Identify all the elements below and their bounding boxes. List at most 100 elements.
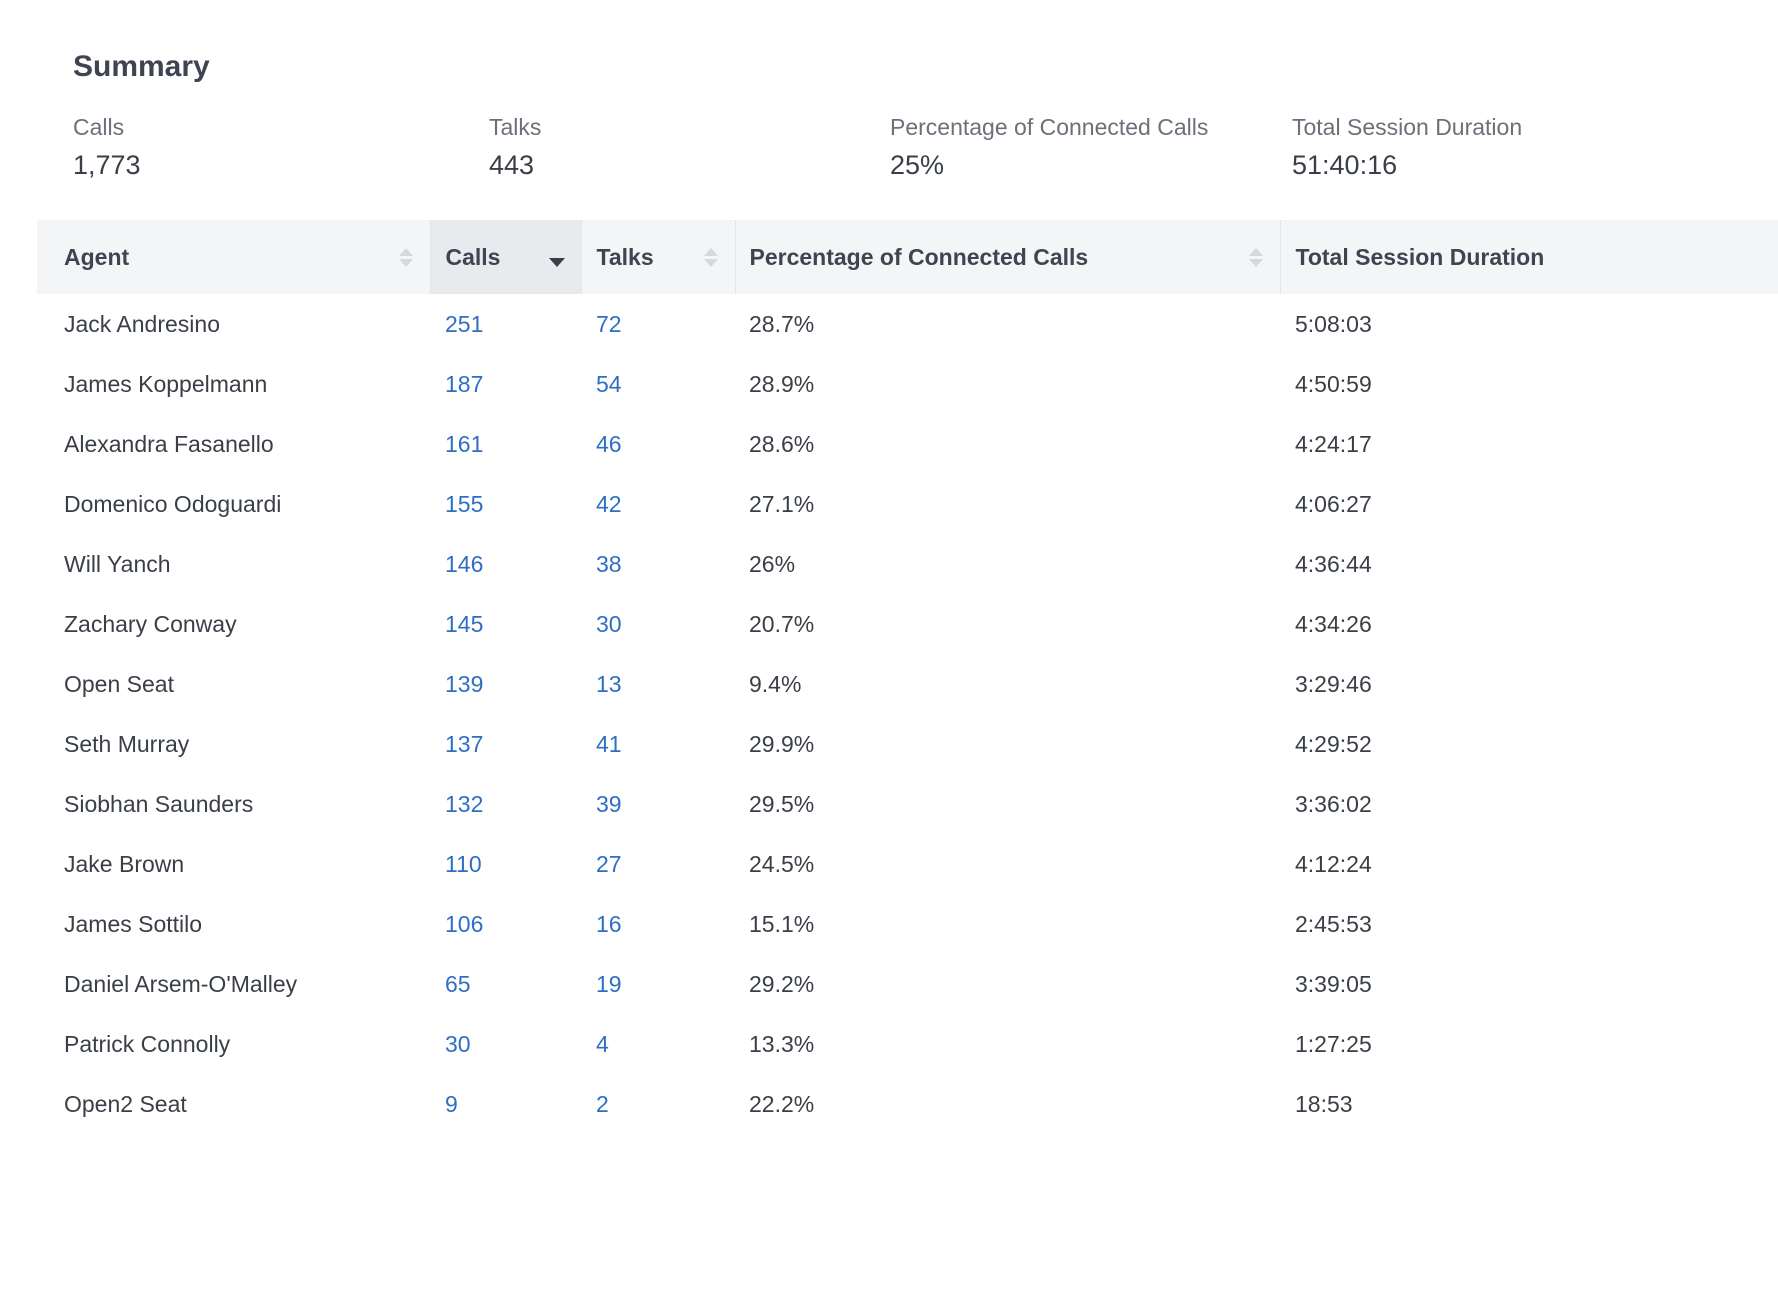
agent-name-cell: Zachary Conway <box>64 610 237 637</box>
talks-link[interactable]: 16 <box>596 910 622 937</box>
connected-pct-cell: 26% <box>749 550 796 577</box>
session-duration-cell: 4:34:26 <box>1295 610 1372 637</box>
connected-pct-cell: 13.3% <box>749 1030 815 1057</box>
session-duration-cell: 1:27:25 <box>1295 1030 1372 1057</box>
summary-title: Summary <box>73 50 210 83</box>
connected-pct-cell: 29.5% <box>749 790 815 817</box>
column-header-calls-label: Calls <box>445 243 501 270</box>
column-header-session-duration[interactable]: Total Session Duration <box>1280 220 1778 294</box>
column-header-connected-pct[interactable]: Percentage of Connected Calls <box>735 220 1281 294</box>
sort-icon[interactable] <box>398 245 414 269</box>
connected-pct-cell: 28.7% <box>749 310 815 337</box>
agent-name-cell: Open2 Seat <box>64 1090 187 1117</box>
calls-link[interactable]: 30 <box>445 1030 471 1057</box>
sort-icon[interactable] <box>703 245 719 269</box>
connected-pct-cell: 29.2% <box>749 970 815 997</box>
column-header-agent[interactable]: Agent <box>37 220 431 294</box>
session-duration-cell: 4:36:44 <box>1295 550 1372 577</box>
calls-link[interactable]: 132 <box>445 790 484 817</box>
calls-link[interactable]: 161 <box>445 430 484 457</box>
agent-name-cell: Jake Brown <box>64 850 185 877</box>
stat-talks-label: Talks <box>489 114 542 140</box>
stat-calls: Calls 1,773 <box>73 113 141 181</box>
stat-connected-pct-label: Percentage of Connected Calls <box>890 114 1209 140</box>
table-row: James Koppelmann 187 54 28.9% 4:50:59 <box>37 354 1778 414</box>
column-header-agent-label: Agent <box>64 243 130 270</box>
calls-link[interactable]: 145 <box>445 610 484 637</box>
column-header-session-duration-label: Total Session Duration <box>1295 243 1545 270</box>
talks-link[interactable]: 19 <box>596 970 622 997</box>
table-row: Seth Murray 137 41 29.9% 4:29:52 <box>37 714 1778 774</box>
agent-name-cell: Patrick Connolly <box>64 1030 231 1057</box>
talks-link[interactable]: 13 <box>596 670 622 697</box>
calls-link[interactable]: 251 <box>445 310 484 337</box>
stat-calls-label: Calls <box>73 114 125 140</box>
talks-link[interactable]: 41 <box>596 730 622 757</box>
talks-link[interactable]: 39 <box>596 790 622 817</box>
table-row: James Sottilo 106 16 15.1% 2:45:53 <box>37 894 1778 954</box>
talks-link[interactable]: 4 <box>596 1030 609 1057</box>
calls-link[interactable]: 137 <box>445 730 484 757</box>
agent-name-cell: Will Yanch <box>64 550 171 577</box>
column-header-talks[interactable]: Talks <box>581 220 736 294</box>
calls-link[interactable]: 65 <box>445 970 471 997</box>
talks-link[interactable]: 38 <box>596 550 622 577</box>
table-row: Patrick Connolly 30 4 13.3% 1:27:25 <box>37 1014 1778 1074</box>
sort-descending-icon[interactable] <box>548 245 565 269</box>
stat-session-duration: Total Session Duration 51:40:16 <box>1292 113 1522 181</box>
session-duration-cell: 3:36:02 <box>1295 790 1372 817</box>
agent-name-cell: Siobhan Saunders <box>64 790 254 817</box>
stat-session-duration-value: 51:40:16 <box>1292 150 1398 180</box>
table-row: Open Seat 139 13 9.4% 3:29:46 <box>37 654 1778 714</box>
table-row: Alexandra Fasanello 161 46 28.6% 4:24:17 <box>37 414 1778 474</box>
talks-link[interactable]: 30 <box>596 610 622 637</box>
connected-pct-cell: 9.4% <box>749 670 802 697</box>
stat-calls-value: 1,773 <box>73 150 141 180</box>
agent-name-cell: Open Seat <box>64 670 174 697</box>
talks-link[interactable]: 42 <box>596 490 622 517</box>
connected-pct-cell: 27.1% <box>749 490 815 517</box>
talks-link[interactable]: 54 <box>596 370 622 397</box>
session-duration-cell: 3:39:05 <box>1295 970 1372 997</box>
calls-link[interactable]: 9 <box>445 1090 458 1117</box>
sort-icon[interactable] <box>1248 245 1264 269</box>
connected-pct-cell: 22.2% <box>749 1090 815 1117</box>
talks-link[interactable]: 72 <box>596 310 622 337</box>
stat-connected-pct-value: 25% <box>890 150 945 180</box>
table-body: Jack Andresino 251 72 28.7% 5:08:03 James Kop… <box>37 294 1778 1134</box>
session-duration-cell: 4:29:52 <box>1295 730 1372 757</box>
agent-name-cell: Seth Murray <box>64 730 190 757</box>
session-duration-cell: 4:12:24 <box>1295 850 1372 877</box>
table-row: Domenico Odoguardi 155 42 27.1% 4:06:27 <box>37 474 1778 534</box>
talks-link[interactable]: 46 <box>596 430 622 457</box>
stat-connected-pct: Percentage of Connected Calls 25% <box>890 113 1208 181</box>
table-row: Jake Brown 110 27 24.5% 4:12:24 <box>37 834 1778 894</box>
calls-link[interactable]: 187 <box>445 370 484 397</box>
connected-pct-cell: 29.9% <box>749 730 815 757</box>
table-row: Daniel Arsem-O'Malley 65 19 29.2% 3:39:05 <box>37 954 1778 1014</box>
connected-pct-cell: 15.1% <box>749 910 815 937</box>
table-row: Jack Andresino 251 72 28.7% 5:08:03 <box>37 294 1778 354</box>
stat-talks-value: 443 <box>489 150 535 180</box>
session-duration-cell: 2:45:53 <box>1295 910 1372 937</box>
talks-link[interactable]: 27 <box>596 850 622 877</box>
session-duration-cell: 4:50:59 <box>1295 370 1372 397</box>
table-row: Will Yanch 146 38 26% 4:36:44 <box>37 534 1778 594</box>
column-header-talks-label: Talks <box>596 243 654 270</box>
calls-link[interactable]: 139 <box>445 670 484 697</box>
calls-link[interactable]: 110 <box>445 850 482 877</box>
agent-name-cell: James Koppelmann <box>64 370 268 397</box>
column-header-connected-pct-label: Percentage of Connected Calls <box>749 243 1089 270</box>
calls-link[interactable]: 155 <box>445 490 484 517</box>
session-duration-cell: 4:24:17 <box>1295 430 1372 457</box>
calls-link[interactable]: 146 <box>445 550 484 577</box>
stat-session-duration-label: Total Session Duration <box>1292 114 1523 140</box>
connected-pct-cell: 24.5% <box>749 850 815 877</box>
agent-name-cell: Jack Andresino <box>64 310 220 337</box>
talks-link[interactable]: 2 <box>596 1090 609 1117</box>
calls-link[interactable]: 106 <box>445 910 484 937</box>
column-header-calls[interactable]: Calls <box>430 220 582 294</box>
table-row: Zachary Conway 145 30 20.7% 4:34:26 <box>37 594 1778 654</box>
agent-table: Agent Calls Talks <box>37 220 1778 1134</box>
